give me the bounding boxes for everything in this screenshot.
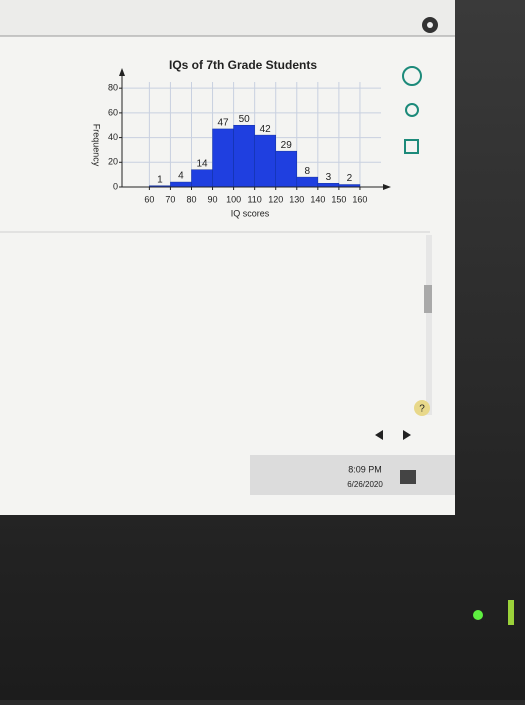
- bar: [275, 150, 298, 188]
- help-text: ?: [419, 404, 425, 415]
- x-tick-label: 120: [268, 194, 283, 204]
- prev-arrow[interactable]: [375, 430, 383, 440]
- x-tick-label: 160: [352, 194, 367, 204]
- bar: [254, 134, 276, 188]
- clock-date: 6/26/2020: [347, 480, 383, 489]
- y-tick-label: 60: [108, 107, 118, 117]
- bar: [212, 128, 234, 188]
- data-label: 50: [239, 114, 251, 125]
- x-tick-label: 90: [208, 194, 218, 204]
- next-arrow[interactable]: [403, 430, 411, 440]
- settings-icon-hole: [427, 22, 433, 28]
- bar: [233, 124, 255, 188]
- screen: [0, 0, 455, 515]
- x-tick-label: 100: [226, 194, 241, 204]
- bar: [170, 181, 192, 188]
- popout-icon[interactable]: [404, 139, 419, 154]
- scrollbar[interactable]: [426, 235, 432, 415]
- data-label: 4: [178, 171, 184, 182]
- x-tick-label: 60: [144, 194, 154, 204]
- bar: [317, 183, 340, 188]
- data-label: 8: [305, 166, 311, 177]
- data-label: 42: [260, 124, 272, 135]
- x-axis-label: IQ scores: [231, 208, 270, 218]
- x-tick-label: 150: [331, 194, 346, 204]
- top-bar: [0, 0, 455, 36]
- y-tick-label: 20: [108, 157, 118, 167]
- notification-icon[interactable]: [400, 470, 416, 484]
- data-label: 47: [218, 118, 230, 129]
- bar: [191, 169, 213, 188]
- scroll-thumb[interactable]: [424, 285, 432, 313]
- x-tick-label: 130: [289, 194, 304, 204]
- taskbar: [250, 455, 455, 495]
- data-label: 1: [157, 174, 163, 185]
- x-tick-label: 70: [165, 194, 175, 204]
- bar: [296, 176, 319, 188]
- y-axis-label: Frequency: [92, 124, 102, 167]
- clock-time: 8:09 PM: [348, 464, 382, 474]
- help-icon[interactable]: [414, 400, 430, 416]
- data-label: 3: [326, 172, 332, 183]
- chart-title: IQs of 7th Grade Students: [169, 58, 317, 72]
- zoom-out-icon[interactable]: [405, 103, 419, 117]
- data-label: 2: [347, 173, 353, 184]
- y-tick-label: 0: [113, 181, 118, 191]
- data-label: 29: [281, 140, 293, 151]
- data-label: 14: [196, 158, 208, 169]
- power-led: [473, 610, 483, 620]
- axis-arrow: [119, 68, 125, 76]
- x-tick-label: 140: [310, 194, 325, 204]
- zoom-in-icon[interactable]: [402, 66, 422, 86]
- x-tick-label: 110: [247, 194, 261, 204]
- y-tick-label: 40: [108, 132, 118, 142]
- status-led: [508, 600, 514, 625]
- y-tick-label: 80: [108, 83, 118, 93]
- axis-arrow: [383, 184, 391, 190]
- x-tick-label: 80: [186, 194, 196, 204]
